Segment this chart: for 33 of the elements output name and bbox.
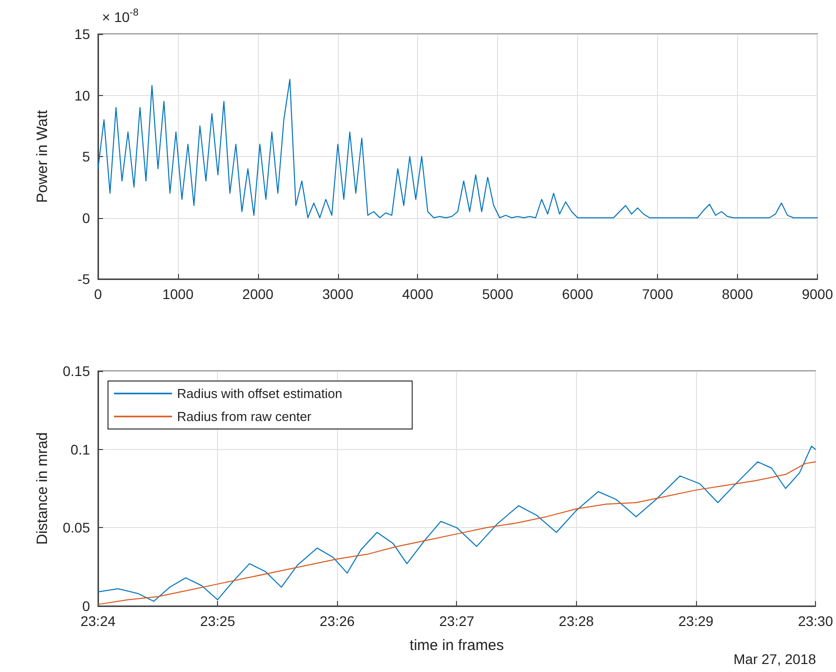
y-tick-label: 5	[82, 148, 90, 164]
x-tick-label: 8000	[722, 286, 754, 302]
y-tick-label: 0	[82, 210, 90, 226]
x-tick-label: 1000	[162, 286, 194, 302]
x-tick-label: 23:30	[798, 613, 834, 629]
legend-label: Radius from raw center	[177, 409, 312, 424]
x-tick-label: 4000	[402, 286, 434, 302]
x-tick-label: 23:26	[320, 613, 355, 629]
text: Mar 27, 2018	[734, 651, 816, 667]
y-tick-label: 0.15	[62, 363, 90, 379]
x-tick-label: 23:27	[439, 613, 474, 629]
y-tick-label: 15	[74, 26, 90, 42]
x-tick-label: 5000	[482, 286, 514, 302]
x-tick-label: 23:24	[80, 613, 116, 629]
x-tick-label: 23:25	[200, 613, 236, 629]
y-axis-title: Distance in mrad	[34, 432, 51, 545]
y-tick-label: 0.1	[70, 441, 90, 458]
y-axis-title: Power in Watt	[34, 109, 51, 203]
x-tick-label: 23:29	[678, 613, 714, 629]
x-tick-label: 0	[94, 286, 102, 302]
legend-label: Radius with offset estimation	[177, 386, 342, 401]
y-tick-label: -5	[78, 271, 90, 287]
y-tick-label: 0	[82, 598, 90, 614]
x-tick-label: 23:28	[558, 613, 594, 629]
y-tick-label: 0.05	[62, 520, 90, 536]
x-tick-label: 6000	[562, 286, 594, 302]
x-tick-label: 3000	[322, 286, 354, 302]
y-tick-label: 10	[74, 87, 90, 104]
x-tick-label: 9000	[802, 286, 834, 302]
x-tick-label: 2000	[242, 286, 274, 302]
x-tick-label: 7000	[642, 286, 674, 302]
line-series	[98, 78, 818, 218]
x-axis-title: time in frames	[410, 637, 504, 654]
